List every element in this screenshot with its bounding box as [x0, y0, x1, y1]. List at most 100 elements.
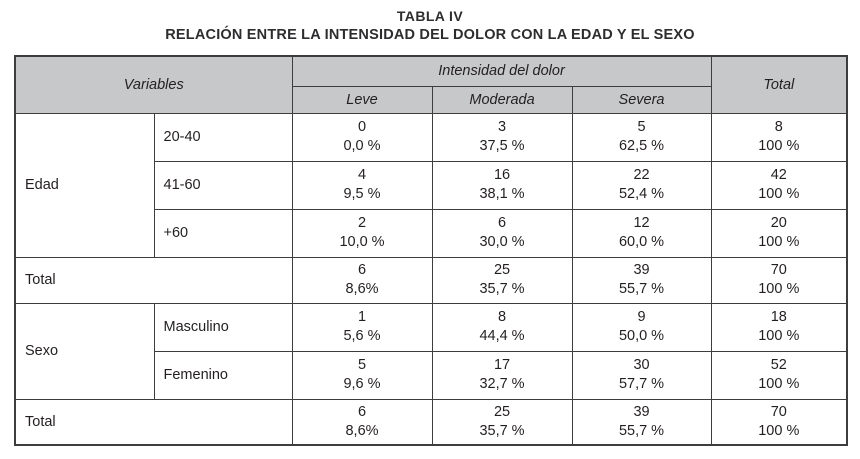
- table-row-edad-20-40: Edad 20-40 0 0,0 % 3 37,5 % 5 62,5 % 8 1…: [14, 112, 848, 258]
- count-value: 5: [637, 119, 646, 135]
- row-label: +60: [153, 208, 293, 258]
- count-value: 70: [770, 262, 787, 278]
- count-value: 70: [770, 403, 787, 420]
- row-label: Femenino: [153, 350, 293, 400]
- percent-value: 10,0 %: [339, 234, 385, 250]
- count-value: 42: [770, 167, 787, 183]
- count-value: 5: [357, 357, 367, 373]
- count-value: 39: [633, 262, 650, 278]
- data-cell: 52 100 %: [710, 350, 848, 400]
- count-value: 20: [770, 215, 787, 231]
- count-value: 4: [357, 167, 367, 183]
- total-label: Total: [14, 256, 293, 304]
- header-leve: Leve: [291, 85, 433, 114]
- table-title: TABLA IV: [396, 8, 464, 24]
- percent-value: 57,7 %: [618, 376, 665, 392]
- data-cell: 5 62,5 %: [571, 112, 712, 162]
- data-cell: 22 52,4 %: [571, 160, 712, 210]
- percent-value: 50,0 %: [618, 328, 665, 344]
- data-cell: 70 100 %: [710, 256, 848, 304]
- percent-value: 35,7 %: [479, 422, 525, 439]
- header-total: Total: [710, 55, 848, 114]
- header-moderada: Moderada: [431, 85, 573, 114]
- data-cell: 42 100 %: [710, 160, 848, 210]
- percent-value: 32,7 %: [479, 376, 525, 392]
- percent-value: 55,7 %: [618, 422, 665, 439]
- count-value: 8: [774, 119, 783, 135]
- data-cell: 12 60,0 %: [571, 208, 712, 258]
- data-cell: 70 100 %: [710, 398, 848, 446]
- percent-value: 100 %: [758, 376, 800, 392]
- data-cell: 6 30,0 %: [431, 208, 573, 258]
- count-value: 8: [497, 309, 507, 325]
- table-subtitle: RELACIÓN ENTRE LA INTENSIDAD DEL DOLOR C…: [165, 27, 695, 43]
- count-value: 16: [493, 167, 511, 183]
- count-value: 6: [357, 403, 367, 420]
- count-value: 25: [493, 403, 511, 420]
- count-value: 1: [357, 309, 367, 325]
- count-value: 39: [633, 403, 650, 420]
- count-value: 6: [357, 262, 367, 278]
- data-cell: 25 35,7 %: [431, 398, 573, 446]
- percent-value: 8,6%: [345, 422, 379, 439]
- data-cell: 20 100 %: [710, 208, 848, 258]
- count-value: 22: [633, 167, 650, 183]
- data-cell: 16 38,1 %: [431, 160, 573, 210]
- percent-value: 0,0 %: [343, 138, 381, 154]
- data-cell: 30 57,7 %: [571, 350, 712, 400]
- table-row-total-sexo: Total 6 8,6% 25 35,7 % 39 55,7 % 70 100 …: [14, 398, 848, 446]
- data-cell: 2 10,0 %: [291, 208, 433, 258]
- count-value: 3: [497, 119, 507, 135]
- header-intensity: Intensidad del dolor: [291, 55, 712, 87]
- percent-value: 38,1 %: [479, 186, 525, 202]
- table-row-edad-41-60: 41-60 4 9,5 % 16 38,1 % 22 52,4 % 42 100…: [15, 160, 848, 210]
- percent-value: 100 %: [758, 328, 800, 344]
- percent-value: 62,5 %: [618, 138, 665, 154]
- data-cell: 6 8,6%: [291, 398, 433, 446]
- percent-value: 5,6 %: [343, 328, 381, 344]
- percent-value: 52,4 %: [618, 186, 665, 202]
- percent-value: 100 %: [758, 234, 800, 250]
- group-label-sexo: Sexo: [14, 302, 155, 400]
- data-cell: 5 9,6 %: [291, 350, 433, 400]
- row-label: 20-40: [153, 112, 293, 162]
- data-cell: 39 55,7 %: [571, 256, 712, 304]
- group-label-edad: Edad: [14, 112, 155, 258]
- data-cell: 39 55,7 %: [571, 398, 712, 446]
- percent-value: 8,6%: [345, 281, 379, 297]
- count-value: 30: [633, 357, 650, 373]
- header-row-2: Leve Moderada Severa: [15, 85, 847, 114]
- data-cell: 25 35,7 %: [431, 256, 573, 304]
- percent-value: 35,7 %: [479, 281, 525, 297]
- data-cell: 0 0,0 %: [291, 112, 433, 162]
- percent-value: 100 %: [758, 138, 800, 154]
- data-cell: 4 9,5 %: [291, 160, 433, 210]
- data-cell: 9 50,0 %: [571, 302, 712, 352]
- percent-value: 100 %: [758, 281, 800, 297]
- percent-value: 30,0 %: [479, 234, 525, 250]
- count-value: 18: [770, 309, 787, 325]
- data-cell: 8 44,4 %: [431, 302, 573, 352]
- count-value: 17: [493, 357, 511, 373]
- data-cell: 3 37,5 %: [431, 112, 573, 162]
- data-cell: 8 100 %: [710, 112, 848, 162]
- table-row-total-edad: Total 6 8,6% 25 35,7 % 39 55,7 % 70 100 …: [14, 256, 848, 304]
- percent-value: 9,6 %: [343, 376, 381, 392]
- count-value: 2: [357, 215, 367, 231]
- data-table: Variables Intensidad del dolor Total Lev…: [14, 55, 849, 446]
- percent-value: 44,4 %: [479, 328, 525, 344]
- table-row-sexo-masculino: Sexo Masculino 1 5,6 % 8 44,4 % 9 50,0 %…: [14, 302, 848, 400]
- percent-value: 100 %: [758, 422, 800, 439]
- count-value: 0: [357, 119, 367, 135]
- count-value: 6: [497, 215, 507, 231]
- percent-value: 60,0 %: [618, 234, 665, 250]
- percent-value: 37,5 %: [479, 138, 525, 154]
- data-cell: 18 100 %: [710, 302, 848, 352]
- percent-value: 55,7 %: [618, 281, 665, 297]
- data-cell: 1 5,6 %: [291, 302, 433, 352]
- percent-value: 9,5 %: [343, 186, 381, 202]
- count-value: 9: [637, 309, 646, 325]
- count-value: 25: [493, 262, 511, 278]
- row-label: 41-60: [153, 160, 293, 210]
